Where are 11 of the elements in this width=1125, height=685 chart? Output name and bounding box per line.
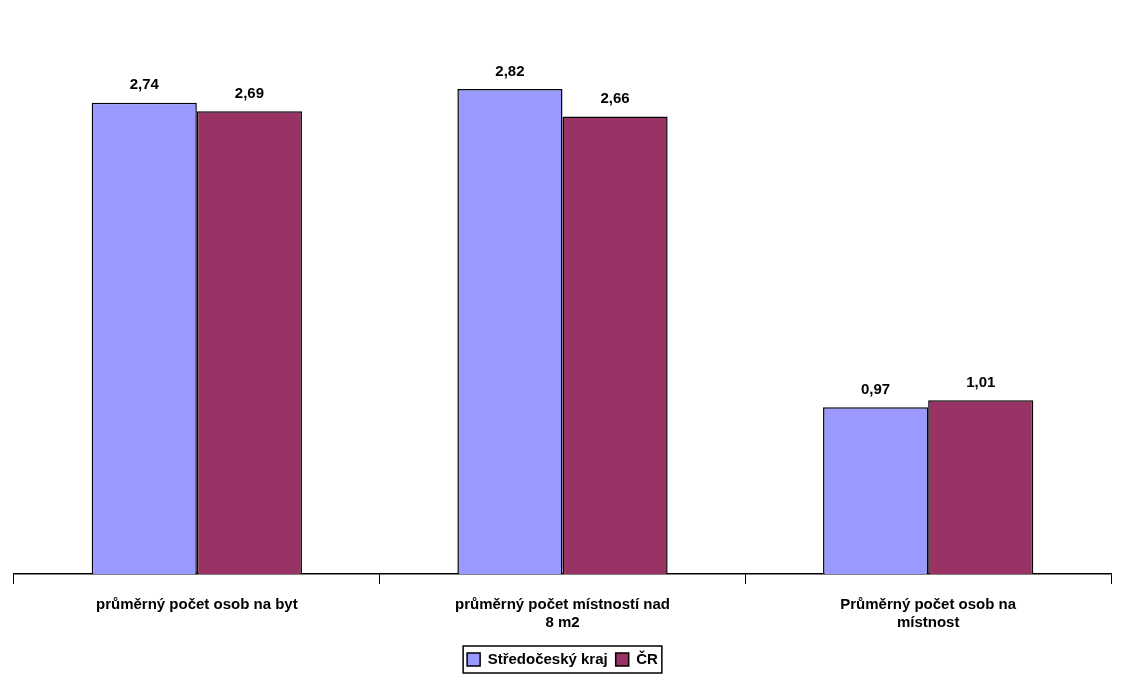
legend-label: Středočeský kraj	[487, 649, 608, 667]
data-label: 1,01	[966, 372, 996, 390]
x-tick-label: průměrný počet osob na byt	[95, 595, 298, 613]
data-label: 2,74	[129, 75, 160, 93]
legend-label: ČR	[636, 649, 659, 667]
x-tick-label: průměrný počet místností nad 8 m2	[454, 595, 671, 631]
data-label: 2,69	[234, 83, 264, 101]
data-label: 2,82	[495, 61, 525, 79]
data-label: 0,97	[861, 379, 891, 397]
data-label: 2,66	[600, 89, 630, 107]
x-tick-label: Průměrný počet osob na místnost	[840, 595, 1017, 631]
